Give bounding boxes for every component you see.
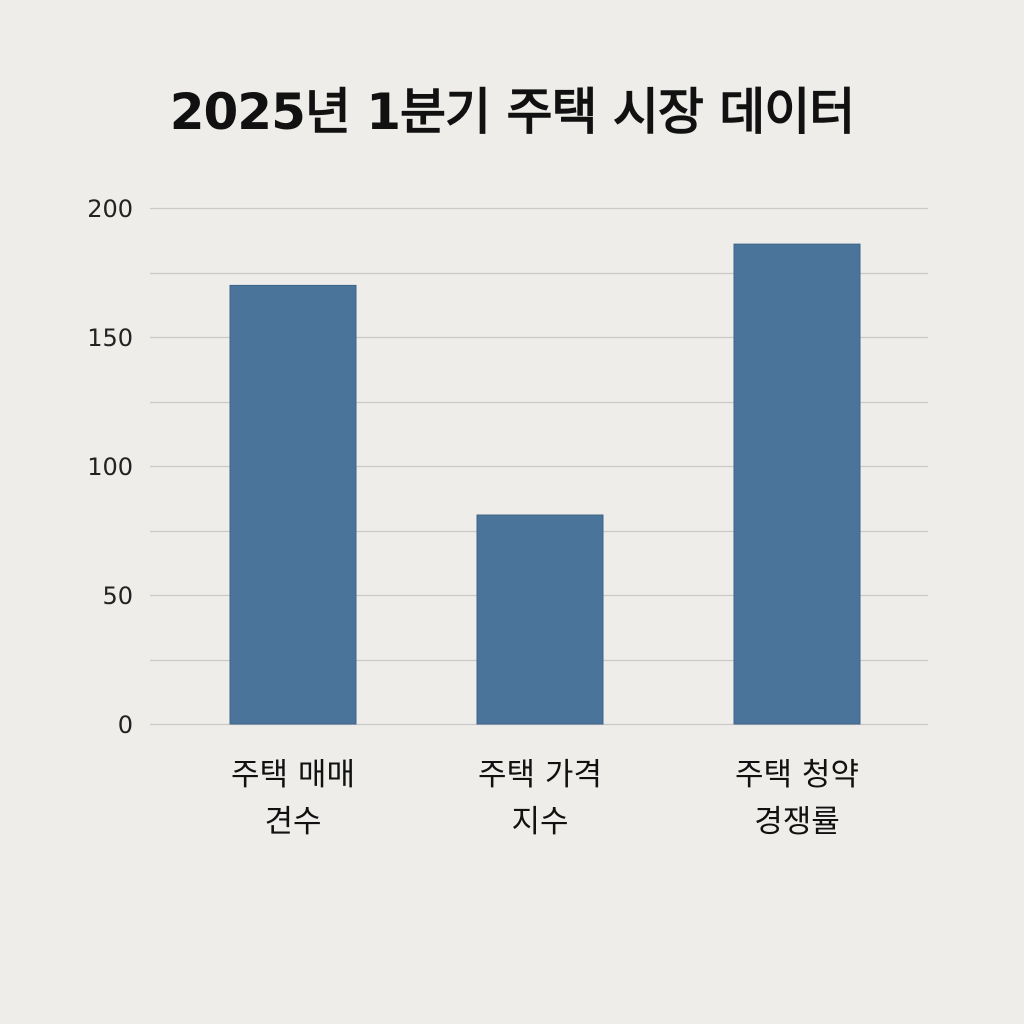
x-category-label-line: 주택 가격 <box>478 757 602 793</box>
chart-title: 2025년 1분기 주택 시장 데이터 <box>169 83 856 141</box>
y-tick-label: 200 <box>87 195 133 223</box>
y-tick-label: 150 <box>87 324 133 352</box>
bar <box>229 284 357 725</box>
bar <box>476 514 604 725</box>
y-tick-label: 50 <box>102 582 133 610</box>
bars <box>229 243 861 725</box>
x-category-label-line: 주택 청약 <box>735 757 859 793</box>
x-category-label-line: 주택 매매 <box>231 757 355 793</box>
x-category-label-line: 지수 <box>511 804 568 840</box>
y-axis-ticks: 0 50 100 150 200 <box>87 195 133 739</box>
x-category-label-line: 경쟁률 <box>754 804 840 840</box>
y-tick-label: 100 <box>87 453 133 481</box>
x-category-label-line: 견수 <box>264 804 321 840</box>
bar <box>733 243 861 725</box>
y-tick-label: 0 <box>118 711 133 739</box>
